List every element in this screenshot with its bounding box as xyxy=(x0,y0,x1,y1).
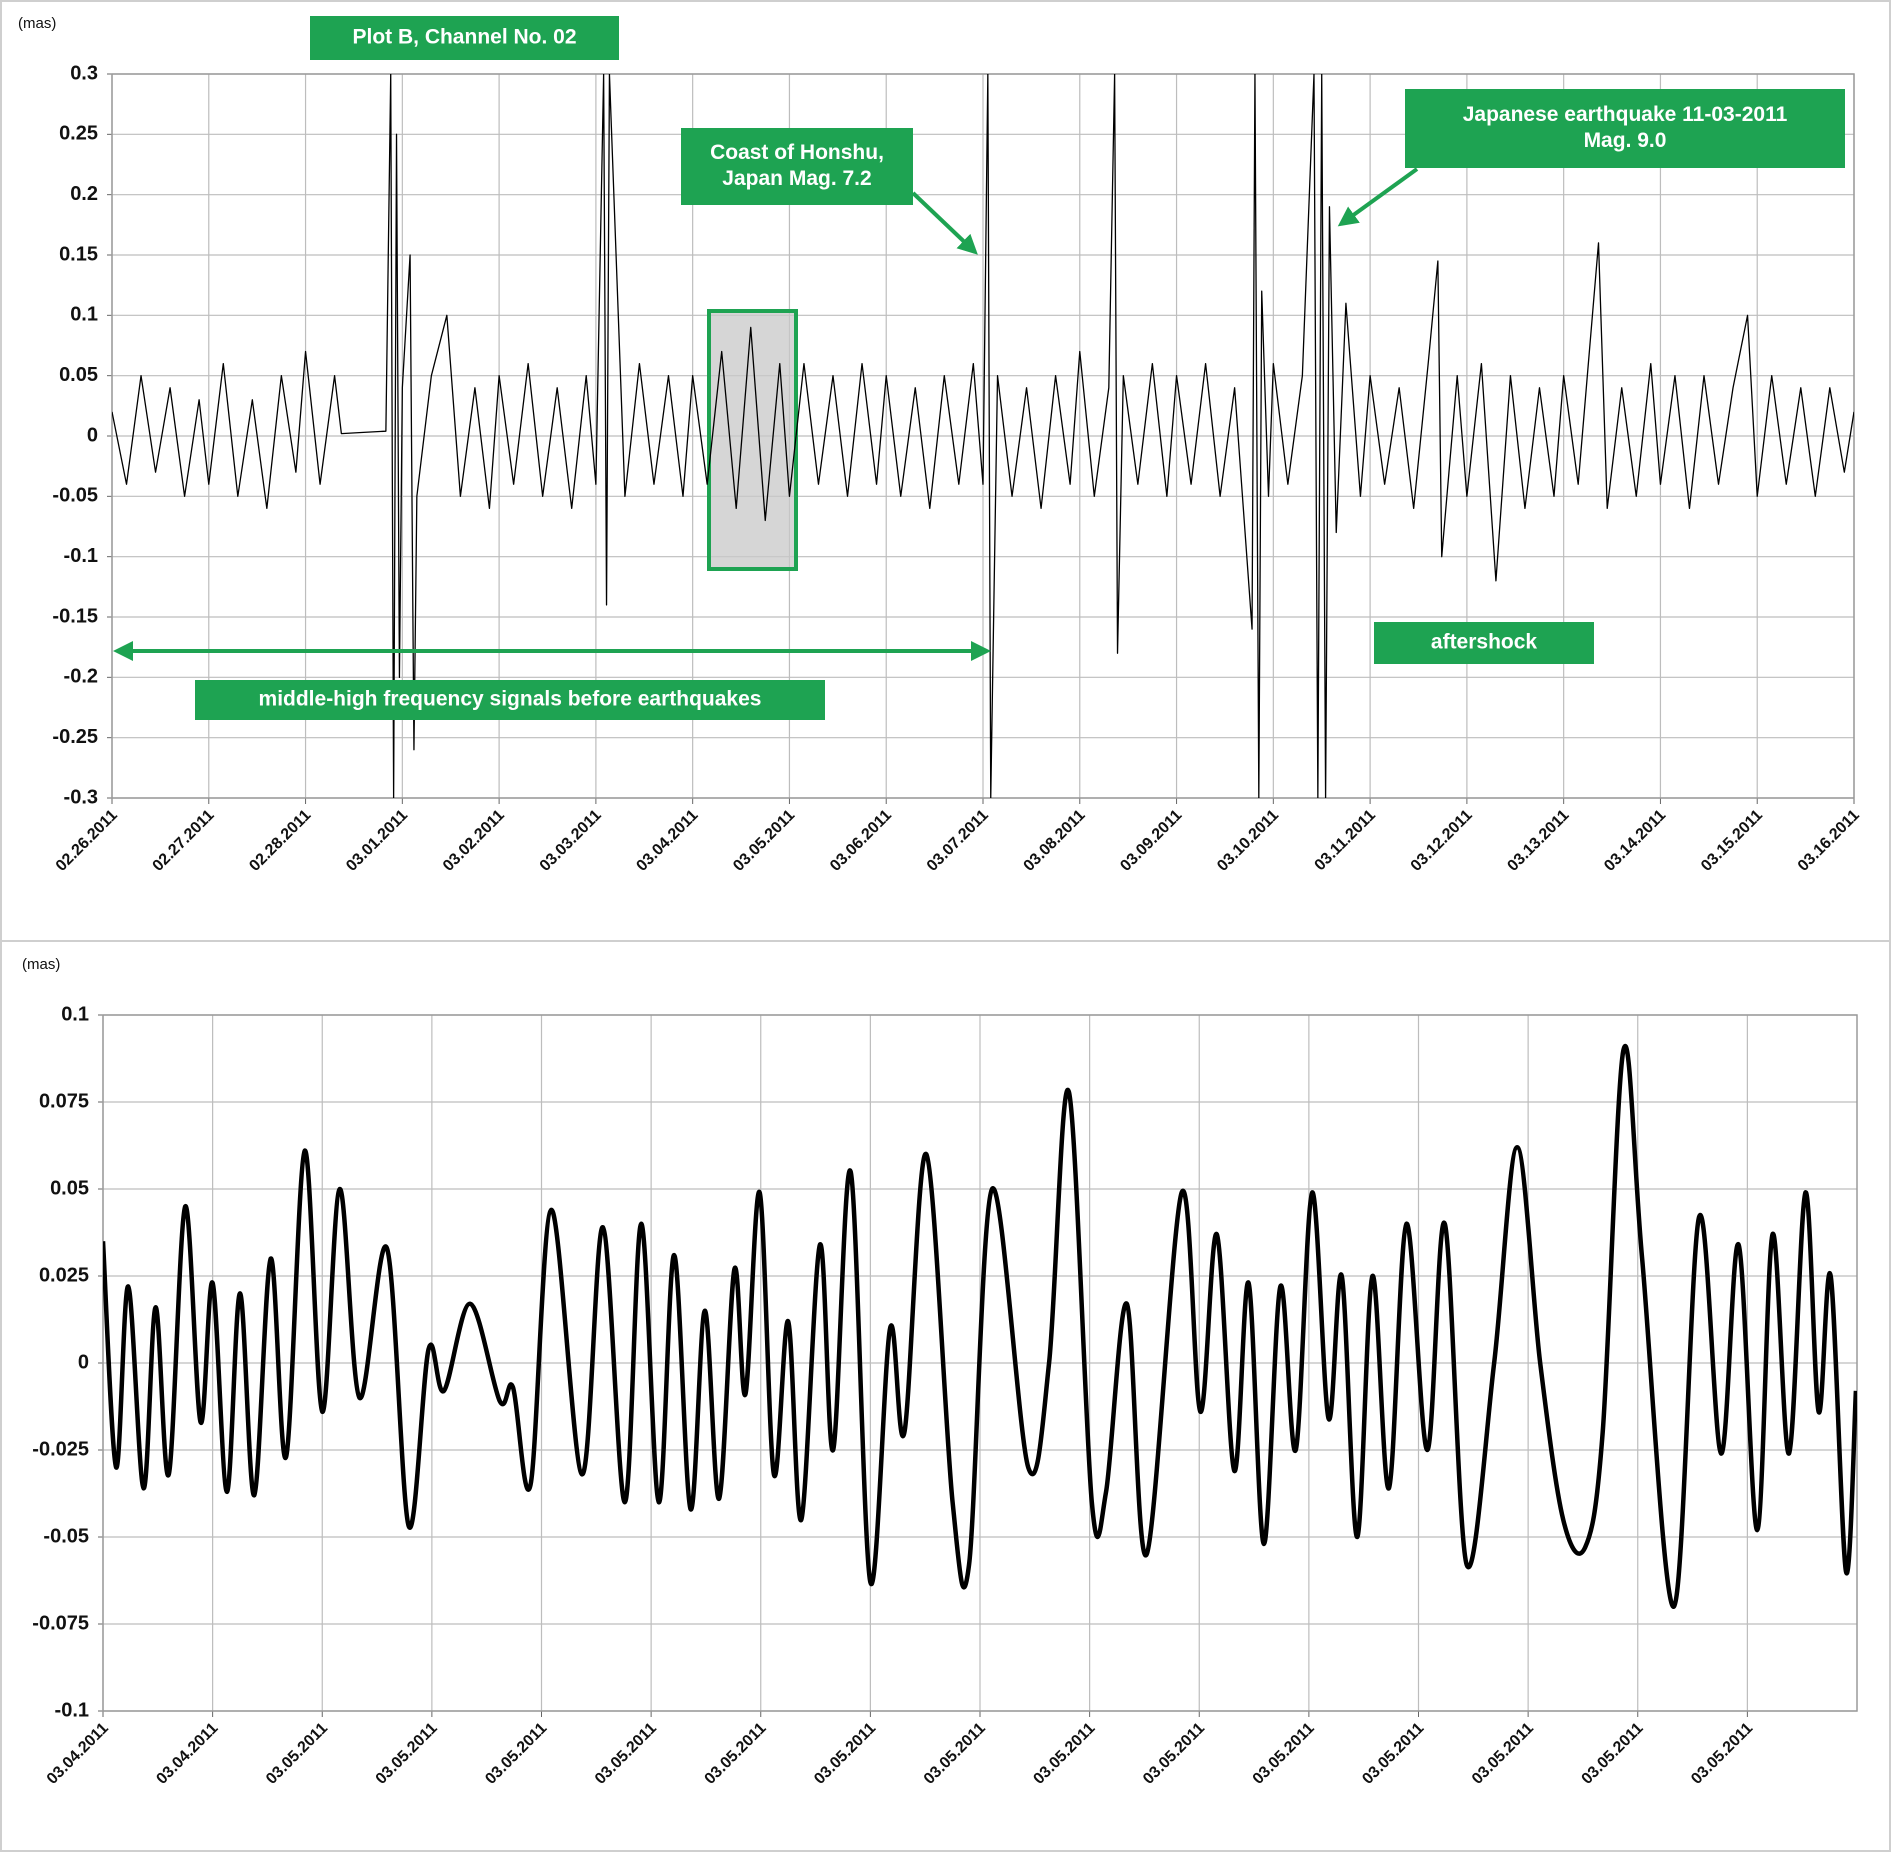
y-tick-label: -0.1 xyxy=(64,545,98,567)
y-tick-label: 0.2 xyxy=(70,183,98,205)
annotation-box xyxy=(1405,89,1845,168)
annotation-box xyxy=(195,680,825,720)
annotation-text: Japan Mag. 7.2 xyxy=(722,167,871,190)
annotation-box xyxy=(1374,622,1594,664)
y-tick-label: -0.05 xyxy=(43,1525,89,1547)
annotation-box xyxy=(310,16,619,60)
data-line xyxy=(103,1044,1857,1609)
y-tick-label: -0.3 xyxy=(64,786,98,808)
annotation-arrow xyxy=(911,191,978,255)
annotation-text: aftershock xyxy=(1431,631,1538,654)
y-tick-label: 0.3 xyxy=(70,62,98,84)
y-tick-label: 0.05 xyxy=(50,1177,89,1199)
data-line xyxy=(112,74,1854,798)
y-tick-label: -0.1 xyxy=(55,1699,89,1721)
annotation-box xyxy=(681,128,913,205)
y-tick-label: -0.075 xyxy=(32,1612,89,1634)
annotation-text: Japanese earthquake 11-03-2011 xyxy=(1463,103,1788,126)
y-tick-label: 0.05 xyxy=(59,364,98,386)
y-tick-label: -0.025 xyxy=(32,1438,89,1460)
y-tick-label: 0 xyxy=(78,1351,89,1373)
y-tick-label: 0.25 xyxy=(59,123,98,145)
y-axis-unit: (mas) xyxy=(18,15,56,32)
plot-border xyxy=(102,1014,1858,1712)
y-tick-label: -0.2 xyxy=(64,666,98,688)
annotation-text: Coast of Honshu, xyxy=(710,141,884,164)
y-tick-label: 0.15 xyxy=(59,243,98,265)
annotation-text: Mag. 9.0 xyxy=(1584,129,1667,152)
y-tick-label: 0 xyxy=(87,424,98,446)
y-tick-label: 0.1 xyxy=(61,1003,89,1025)
y-tick-label: -0.15 xyxy=(52,605,98,627)
plot-border xyxy=(111,73,1855,799)
y-tick-label: 0.025 xyxy=(39,1264,89,1286)
y-tick-label: -0.25 xyxy=(52,726,98,748)
annotation-arrow xyxy=(1337,167,1419,227)
annotation-text: middle-high frequency signals before ear… xyxy=(259,688,762,711)
y-tick-label: 0.075 xyxy=(39,1090,89,1112)
y-tick-label: 0.1 xyxy=(70,304,98,326)
y-tick-label: -0.05 xyxy=(52,485,98,507)
y-axis-unit: (mas) xyxy=(22,956,60,973)
annotation-text: Plot B, Channel No. 02 xyxy=(352,26,576,49)
